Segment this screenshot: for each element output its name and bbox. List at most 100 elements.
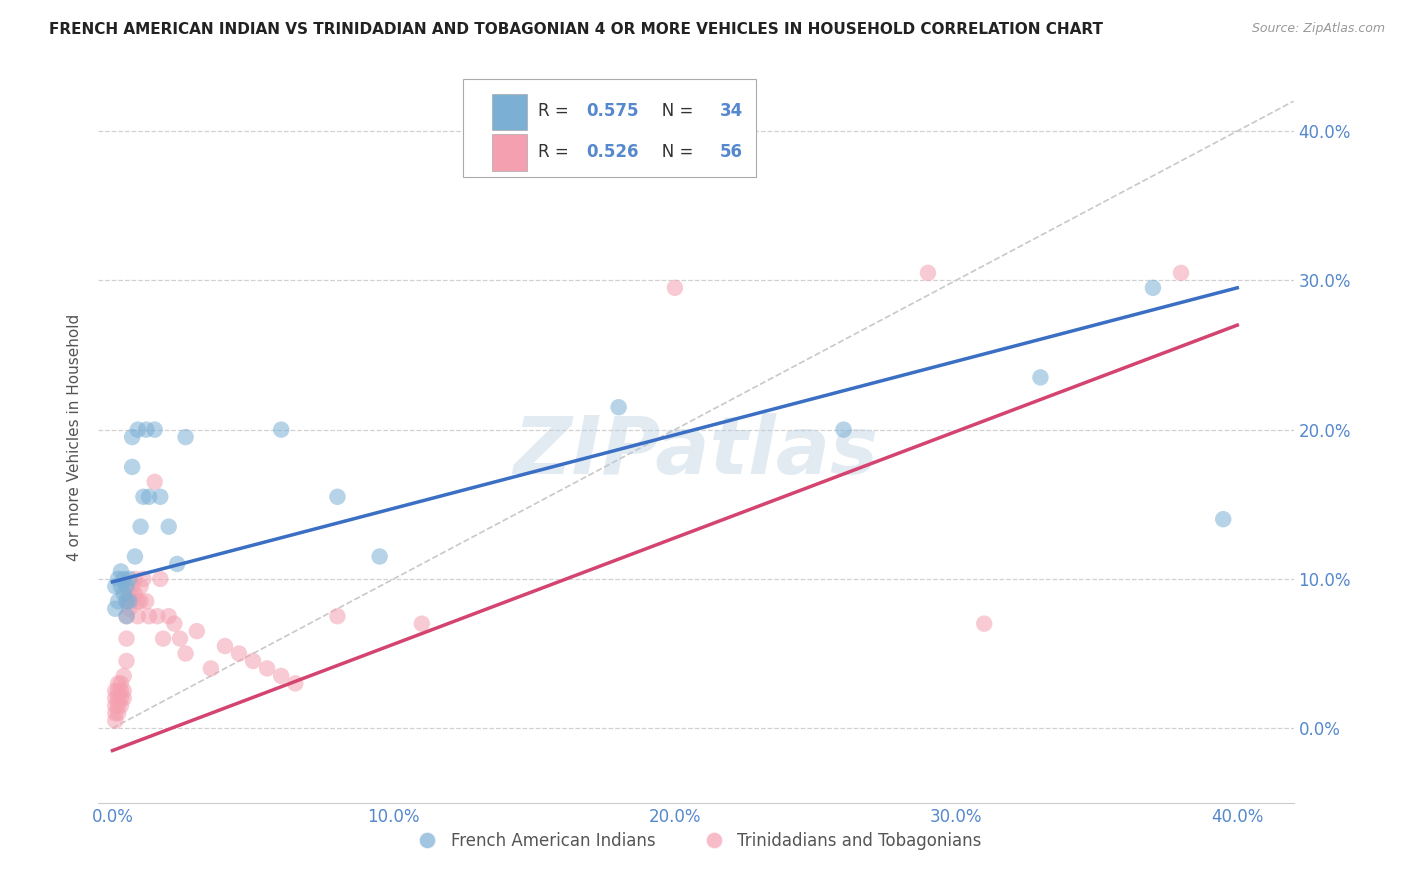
Text: R =: R =	[538, 143, 574, 161]
Point	[157, 519, 180, 533]
Point	[112, 587, 135, 601]
Point	[112, 683, 135, 698]
Point	[124, 549, 146, 564]
Point	[326, 490, 349, 504]
FancyBboxPatch shape	[492, 94, 527, 130]
Point	[104, 714, 127, 728]
Point	[256, 661, 278, 675]
Point	[107, 572, 129, 586]
Point	[138, 490, 160, 504]
Point	[124, 587, 146, 601]
Point	[169, 632, 191, 646]
Point	[107, 698, 129, 713]
Point	[664, 281, 686, 295]
Point	[118, 594, 141, 608]
Point	[104, 698, 127, 713]
Point	[166, 557, 188, 571]
Point	[270, 423, 292, 437]
Y-axis label: 4 or more Vehicles in Household: 4 or more Vehicles in Household	[67, 313, 83, 561]
Point	[121, 430, 143, 444]
Point	[118, 572, 141, 586]
Point	[110, 579, 132, 593]
Point	[107, 676, 129, 690]
Point	[200, 661, 222, 675]
Point	[115, 579, 138, 593]
Point	[607, 401, 630, 415]
Point	[143, 475, 166, 489]
Point	[110, 676, 132, 690]
Text: 0.526: 0.526	[586, 143, 638, 161]
Point	[135, 423, 157, 437]
Point	[163, 616, 186, 631]
Point	[157, 609, 180, 624]
Point	[121, 579, 143, 593]
Point	[110, 691, 132, 706]
Point	[129, 519, 152, 533]
Point	[242, 654, 264, 668]
Point	[127, 423, 149, 437]
Point	[1029, 370, 1052, 384]
Point	[284, 676, 307, 690]
Point	[129, 594, 152, 608]
Point	[214, 639, 236, 653]
Point	[112, 691, 135, 706]
Text: 56: 56	[720, 143, 742, 161]
Point	[115, 609, 138, 624]
Point	[132, 572, 155, 586]
Point	[270, 669, 292, 683]
Point	[917, 266, 939, 280]
Point	[326, 609, 349, 624]
Point	[1142, 281, 1164, 295]
Point	[104, 691, 127, 706]
Point	[118, 587, 141, 601]
Point	[135, 594, 157, 608]
Point	[138, 609, 160, 624]
Point	[174, 647, 197, 661]
Point	[121, 459, 143, 474]
Point	[149, 572, 172, 586]
Text: Source: ZipAtlas.com: Source: ZipAtlas.com	[1251, 22, 1385, 36]
Point	[127, 609, 149, 624]
Point	[143, 423, 166, 437]
Point	[368, 549, 391, 564]
Point	[124, 572, 146, 586]
Text: ZIPatlas: ZIPatlas	[513, 413, 879, 491]
Point	[107, 706, 129, 721]
Point	[110, 698, 132, 713]
Legend: French American Indians, Trinidadians and Tobagonians: French American Indians, Trinidadians an…	[404, 825, 988, 856]
Point	[146, 609, 169, 624]
Point	[110, 565, 132, 579]
Point	[107, 594, 129, 608]
Point	[112, 572, 135, 586]
Text: N =: N =	[645, 143, 699, 161]
Point	[104, 706, 127, 721]
Point	[107, 691, 129, 706]
Point	[104, 579, 127, 593]
FancyBboxPatch shape	[463, 78, 756, 178]
Point	[174, 430, 197, 444]
Text: R =: R =	[538, 103, 574, 120]
Point	[411, 616, 433, 631]
Text: 34: 34	[720, 103, 744, 120]
Text: FRENCH AMERICAN INDIAN VS TRINIDADIAN AND TOBAGONIAN 4 OR MORE VEHICLES IN HOUSE: FRENCH AMERICAN INDIAN VS TRINIDADIAN AN…	[49, 22, 1104, 37]
Point	[107, 683, 129, 698]
Point	[112, 669, 135, 683]
Point	[115, 594, 138, 608]
Point	[832, 423, 855, 437]
Point	[1212, 512, 1234, 526]
Point	[186, 624, 208, 639]
Point	[152, 632, 174, 646]
Point	[1170, 266, 1192, 280]
Point	[129, 579, 152, 593]
Point	[127, 594, 149, 608]
Point	[132, 490, 155, 504]
Point	[121, 594, 143, 608]
Point	[115, 654, 138, 668]
FancyBboxPatch shape	[492, 134, 527, 170]
Text: 0.575: 0.575	[586, 103, 638, 120]
Point	[149, 490, 172, 504]
Point	[973, 616, 995, 631]
Point	[115, 632, 138, 646]
Text: N =: N =	[645, 103, 699, 120]
Point	[228, 647, 250, 661]
